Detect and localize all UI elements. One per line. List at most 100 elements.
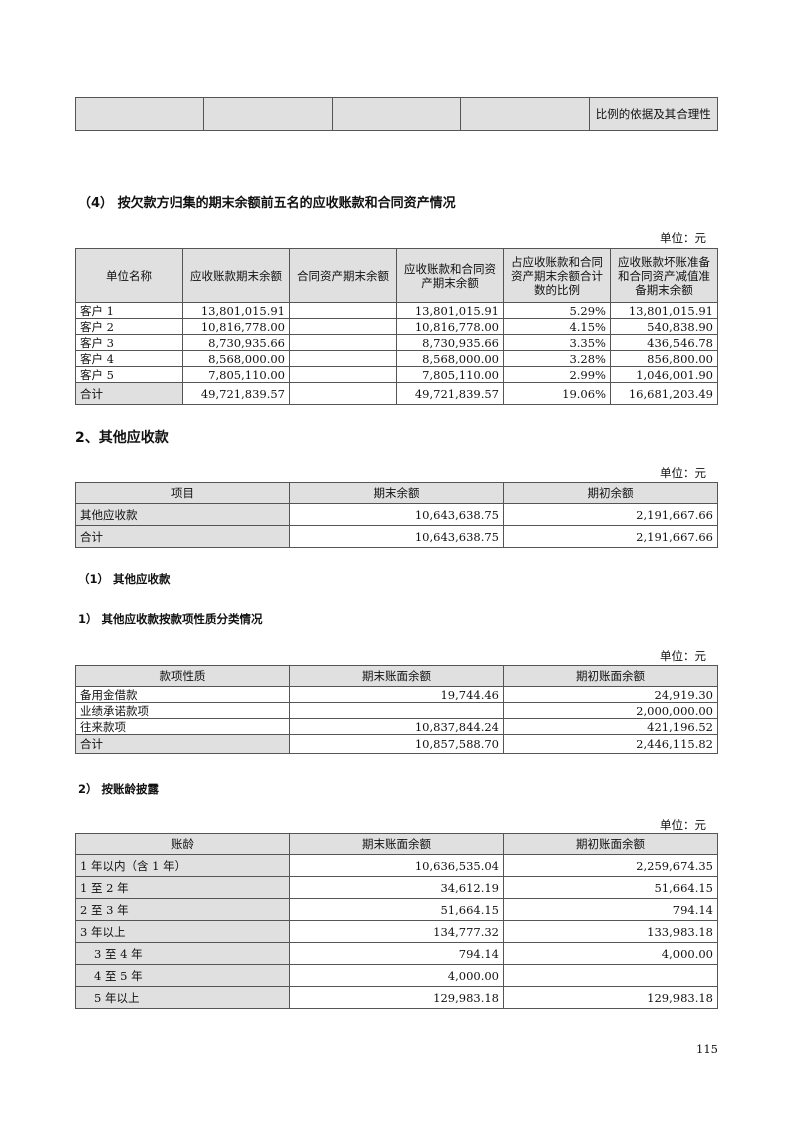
table-row: 3 年以上 134,777.32 133,983.18	[75, 920, 718, 943]
table-cell: 49,721,839.57	[396, 382, 504, 405]
table-cell	[503, 964, 718, 987]
table-row: 客户 3 8,730,935.66 8,730,935.66 3.35% 436,546…	[75, 334, 718, 351]
table-cell: 134,777.32	[289, 920, 504, 943]
table-row: 4 至 5 年 4,000.00	[75, 964, 718, 987]
table-row: 5 年以上 129,983.18 129,983.18	[75, 986, 718, 1009]
table-row: 客户 2 10,816,778.00 10,816,778.00 4.15% 540,8…	[75, 318, 718, 335]
column-header: 期末余额	[289, 482, 504, 504]
table-cell: 10,857,588.70	[289, 734, 504, 754]
table-header-row: 账龄 期末账面余额 期初账面余额	[75, 833, 718, 855]
column-header: 款项性质	[75, 665, 290, 687]
table-header-row: 单位名称 应收账款期末余额 合同资产期末余额 应收账款和合同资产期末余额 占应收账款和合…	[75, 248, 718, 303]
column-header: 占应收账款和合同资产期末余额合计数的比例	[503, 248, 611, 303]
row-label: 5 年以上	[75, 986, 290, 1009]
table-row: 业绩承诺款项 2,000,000.00	[75, 702, 718, 719]
table-cell: 2,191,667.66	[503, 503, 718, 526]
table-cell: 34,612.19	[289, 876, 504, 899]
row-label: 备用金借款	[75, 686, 290, 703]
unit-label: 单位：元	[660, 466, 706, 480]
column-header: 期初账面余额	[503, 833, 718, 855]
table-row: 合计 10,643,638.75 2,191,667.66	[75, 525, 718, 548]
row-label: 1 年以内（含 1 年）	[75, 854, 290, 877]
table-cell: 5.29%	[503, 302, 611, 319]
table-cell: 2.99%	[503, 366, 611, 383]
row-label: 客户 4	[75, 350, 183, 367]
table-cell: 3.35%	[503, 334, 611, 351]
table-cell: 2,259,674.35	[503, 854, 718, 877]
table-cell: 2,191,667.66	[503, 525, 718, 548]
receivables-by-nature-table: 款项性质 期末账面余额 期初账面余额 备用金借款 19,744.46 24,919.30 业…	[75, 665, 718, 754]
table-row: 客户 1 13,801,015.91 13,801,015.91 5.29% 13,80…	[75, 302, 718, 319]
row-label: 合计	[75, 734, 290, 754]
row-label: 客户 2	[75, 318, 183, 335]
table-cell: 4,000.00	[503, 942, 718, 965]
table-cell: 比例的依据及其合理性	[588, 97, 719, 131]
table-row: 其他应收款 10,643,638.75 2,191,667.66	[75, 503, 718, 526]
table-row: 1 至 2 年 34,612.19 51,664.15	[75, 876, 718, 899]
table-row: 合计 49,721,839.57 49,721,839.57 19.06% 16,681…	[75, 382, 718, 405]
row-label: 客户 1	[75, 302, 183, 319]
table-cell: 540,838.90	[610, 318, 718, 335]
table-cell: 10,816,778.00	[396, 318, 504, 335]
row-label: 1 至 2 年	[75, 876, 290, 899]
table-row: 备用金借款 19,744.46 24,919.30	[75, 686, 718, 703]
table-cell: 13,801,015.91	[182, 302, 290, 319]
table-row: 3 至 4 年 794.14 4,000.00	[75, 942, 718, 965]
table-cell: 49,721,839.57	[182, 382, 290, 405]
aging-table: 账龄 期末账面余额 期初账面余额 1 年以内（含 1 年） 10,636,535.04 2…	[75, 833, 718, 1009]
table-header-row: 款项性质 期末账面余额 期初账面余额	[75, 665, 718, 687]
table-cell: 856,800.00	[610, 350, 718, 367]
subsection-heading: （1） 其他应收款	[78, 572, 171, 586]
row-label: 往来款项	[75, 718, 290, 735]
table-cell: 10,643,638.75	[289, 503, 504, 526]
table-row: 客户 5 7,805,110.00 7,805,110.00 2.99% 1,046,0…	[75, 366, 718, 383]
table-cell: 8,730,935.66	[396, 334, 504, 351]
top-five-debtors-table: 单位名称 应收账款期末余额 合同资产期末余额 应收账款和合同资产期末余额 占应收账款和合…	[75, 248, 718, 405]
table-cell: 10,816,778.00	[182, 318, 290, 335]
table-cell: 16,681,203.49	[610, 382, 718, 405]
subsection-heading: 2） 按账龄披露	[78, 782, 160, 796]
table-cell: 4.15%	[503, 318, 611, 335]
table-cell: 421,196.52	[503, 718, 718, 735]
column-header: 应收账款和合同资产期末余额	[396, 248, 504, 303]
table-cell: 2,000,000.00	[503, 702, 718, 719]
table-cell: 8,730,935.66	[182, 334, 290, 351]
table-cell	[289, 366, 397, 383]
column-header: 合同资产期末余额	[289, 248, 397, 303]
unit-label: 单位：元	[660, 231, 706, 245]
column-header: 单位名称	[75, 248, 183, 303]
table-cell: 13,801,015.91	[610, 302, 718, 319]
unit-label: 单位：元	[660, 649, 706, 663]
table-cell: 10,643,638.75	[289, 525, 504, 548]
section-heading: 2、其他应收款	[75, 430, 169, 446]
table-cell: 129,983.18	[289, 986, 504, 1009]
subsection-heading: 1） 其他应收款按款项性质分类情况	[78, 612, 263, 626]
column-header: 期初余额	[503, 482, 718, 504]
table-row: 合计 10,857,588.70 2,446,115.82	[75, 734, 718, 754]
row-label: 其他应收款	[75, 503, 290, 526]
table-cell: 794.14	[503, 898, 718, 921]
table-cell: 794.14	[289, 942, 504, 965]
table-cell	[289, 318, 397, 335]
table-cell	[289, 702, 504, 719]
table-row: 往来款项 10,837,844.24 421,196.52	[75, 718, 718, 735]
column-header: 期末账面余额	[289, 665, 504, 687]
page-number: 115	[696, 1042, 718, 1056]
table-cell: 7,805,110.00	[182, 366, 290, 383]
row-label: 合计	[75, 382, 183, 405]
unit-label: 单位：元	[660, 818, 706, 832]
row-label: 3 年以上	[75, 920, 290, 943]
column-header: 项目	[75, 482, 290, 504]
continued-table: 比例的依据及其合理性	[74, 97, 719, 131]
table-cell: 13,801,015.91	[396, 302, 504, 319]
table-cell: 51,664.15	[289, 898, 504, 921]
table-cell: 4,000.00	[289, 964, 504, 987]
table-cell: 51,664.15	[503, 876, 718, 899]
other-receivables-table: 项目 期末余额 期初余额 其他应收款 10,643,638.75 2,191,667.66…	[75, 482, 718, 548]
row-label: 客户 5	[75, 366, 183, 383]
row-label: 合计	[75, 525, 290, 548]
column-header: 应收账款坏账准备和合同资产减值准备期末余额	[610, 248, 718, 303]
table-cell: 1,046,001.90	[610, 366, 718, 383]
row-label: 3 至 4 年	[75, 942, 290, 965]
